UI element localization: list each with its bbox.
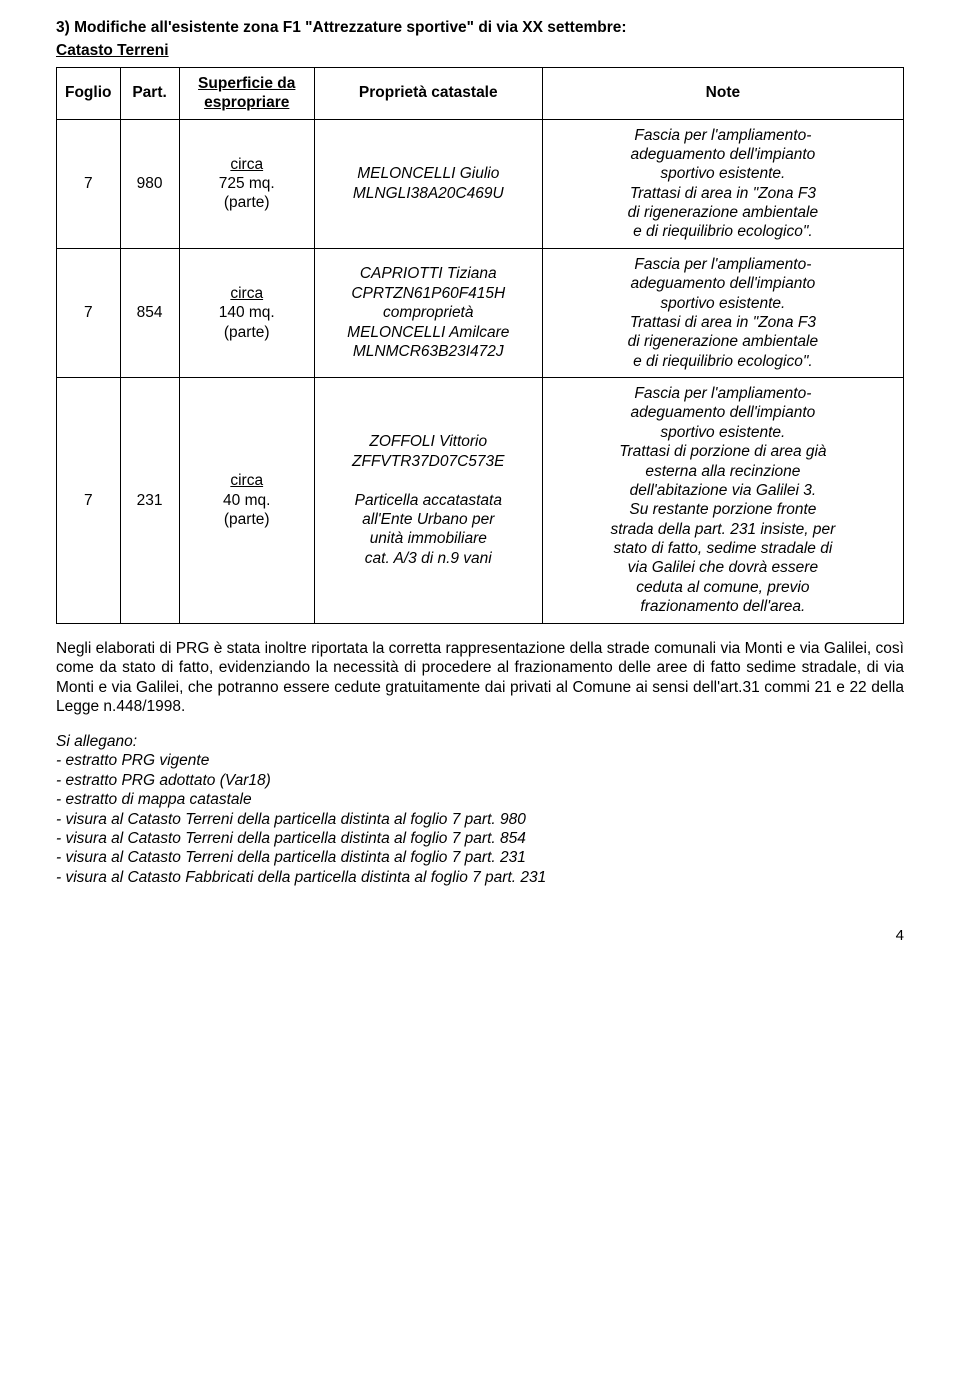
note-line: stato di fatto, sedime stradale di xyxy=(613,540,832,557)
table-row: 7 980 circa 725 mq. (parte) MELONCELLI G… xyxy=(57,119,904,248)
prop-line: ZFFVTR37D07C573E xyxy=(352,453,504,470)
note-line: adeguamento dell'impianto xyxy=(630,404,815,421)
th-superficie-line1: Superficie da xyxy=(198,75,295,92)
th-superficie-line2: espropriare xyxy=(204,94,289,111)
cell-note: Fascia per l'ampliamento- adeguamento de… xyxy=(542,248,903,377)
note-line: sportivo esistente. xyxy=(660,424,785,441)
cell-superficie: circa 140 mq. (parte) xyxy=(179,248,314,377)
note-line: Trattasi di area in "Zona F3 xyxy=(630,314,816,331)
note-line: strada della part. 231 insiste, per xyxy=(610,521,835,538)
prop-line: CPRTZN61P60F415H xyxy=(351,285,505,302)
prop-line: MLNMCR63B23I472J xyxy=(353,343,504,360)
cell-proprieta: MELONCELLI Giulio MLNGLI38A20C469U xyxy=(314,119,542,248)
cell-foglio: 7 xyxy=(57,248,121,377)
th-note: Note xyxy=(542,67,903,119)
catasto-table: Foglio Part. Superficie da espropriare P… xyxy=(56,67,904,624)
prop-line: MLNGLI38A20C469U xyxy=(353,185,504,202)
note-line: di rigenerazione ambientale xyxy=(628,333,818,350)
prop-line: all'Ente Urbano per xyxy=(362,511,494,528)
cell-proprieta: CAPRIOTTI Tiziana CPRTZN61P60F415H compr… xyxy=(314,248,542,377)
table-row: 7 231 circa 40 mq. (parte) ZOFFOLI Vitto… xyxy=(57,378,904,624)
section-title: 3) Modifiche all'esistente zona F1 "Attr… xyxy=(56,18,904,37)
allegano-item: - estratto di mappa catastale xyxy=(56,790,904,809)
table-header-row: Foglio Part. Superficie da espropriare P… xyxy=(57,67,904,119)
cell-superficie: circa 40 mq. (parte) xyxy=(179,378,314,624)
prop-line: ZOFFOLI Vittorio xyxy=(369,433,487,450)
allegano-item: - visura al Catasto Terreni della partic… xyxy=(56,829,904,848)
note-line: e di riequilibrio ecologico". xyxy=(633,223,813,240)
sup-underlined: circa xyxy=(230,285,263,302)
sup-underlined: circa xyxy=(230,472,263,489)
th-superficie: Superficie da espropriare xyxy=(179,67,314,119)
sup-line3: (parte) xyxy=(224,194,270,211)
cell-superficie: circa 725 mq. (parte) xyxy=(179,119,314,248)
table-row: 7 854 circa 140 mq. (parte) CAPRIOTTI Ti… xyxy=(57,248,904,377)
note-line: sportivo esistente. xyxy=(660,295,785,312)
th-proprieta: Proprietà catastale xyxy=(314,67,542,119)
prop-line: MELONCELLI Amilcare xyxy=(347,324,509,341)
allegano-item: - estratto PRG vigente xyxy=(56,751,904,770)
cell-part: 854 xyxy=(120,248,179,377)
note-line: adeguamento dell'impianto xyxy=(630,146,815,163)
note-line: frazionamento dell'area. xyxy=(640,598,805,615)
allegano-item: - visura al Catasto Terreni della partic… xyxy=(56,810,904,829)
prop-line: unità immobiliare xyxy=(370,530,487,547)
note-line: esterna alla recinzione xyxy=(645,463,800,480)
section-subtitle: Catasto Terreni xyxy=(56,41,904,60)
note-line: ceduta al comune, previo xyxy=(636,579,809,596)
cell-part: 980 xyxy=(120,119,179,248)
cell-proprieta: ZOFFOLI Vittorio ZFFVTR37D07C573E Partic… xyxy=(314,378,542,624)
prop-line: MELONCELLI Giulio xyxy=(357,165,499,182)
note-line: dell'abitazione via Galilei 3. xyxy=(630,482,816,499)
allegano-item: - estratto PRG adottato (Var18) xyxy=(56,771,904,790)
note-line: Fascia per l'ampliamento- xyxy=(634,385,811,402)
cell-foglio: 7 xyxy=(57,378,121,624)
prop-line: cat. A/3 di n.9 vani xyxy=(365,550,492,567)
th-foglio: Foglio xyxy=(57,67,121,119)
sup-line3: (parte) xyxy=(224,324,270,341)
note-line: Fascia per l'ampliamento- xyxy=(634,256,811,273)
paragraph-1: Negli elaborati di PRG è stata inoltre r… xyxy=(56,639,904,717)
sup-underlined: circa xyxy=(230,156,263,173)
note-line: Trattasi di porzione di area già xyxy=(619,443,826,460)
sup-line2: 40 mq. xyxy=(223,492,270,509)
note-line: Su restante porzione fronte xyxy=(629,501,816,518)
note-line: via Galilei che dovrà essere xyxy=(628,559,818,576)
note-line: Trattasi di area in "Zona F3 xyxy=(630,185,816,202)
note-line: adeguamento dell'impianto xyxy=(630,275,815,292)
sup-line2: 140 mq. xyxy=(219,304,275,321)
note-line: di rigenerazione ambientale xyxy=(628,204,818,221)
allegano-title: Si allegano: xyxy=(56,732,904,751)
cell-foglio: 7 xyxy=(57,119,121,248)
note-line: e di riequilibrio ecologico". xyxy=(633,353,813,370)
sup-line2: 725 mq. xyxy=(219,175,275,192)
note-line: sportivo esistente. xyxy=(660,165,785,182)
prop-line: CAPRIOTTI Tiziana xyxy=(360,265,497,282)
allegano-item: - visura al Catasto Fabbricati della par… xyxy=(56,868,904,887)
prop-line: Particella accatastata xyxy=(355,492,502,509)
cell-part: 231 xyxy=(120,378,179,624)
allegano-item: - visura al Catasto Terreni della partic… xyxy=(56,848,904,867)
sup-line3: (parte) xyxy=(224,511,270,528)
prop-line: comproprietà xyxy=(383,304,473,321)
page-number: 4 xyxy=(56,887,904,946)
th-part: Part. xyxy=(120,67,179,119)
cell-note: Fascia per l'ampliamento- adeguamento de… xyxy=(542,119,903,248)
allegano-section: Si allegano: - estratto PRG vigente - es… xyxy=(56,732,904,887)
note-line: Fascia per l'ampliamento- xyxy=(634,127,811,144)
cell-note: Fascia per l'ampliamento- adeguamento de… xyxy=(542,378,903,624)
